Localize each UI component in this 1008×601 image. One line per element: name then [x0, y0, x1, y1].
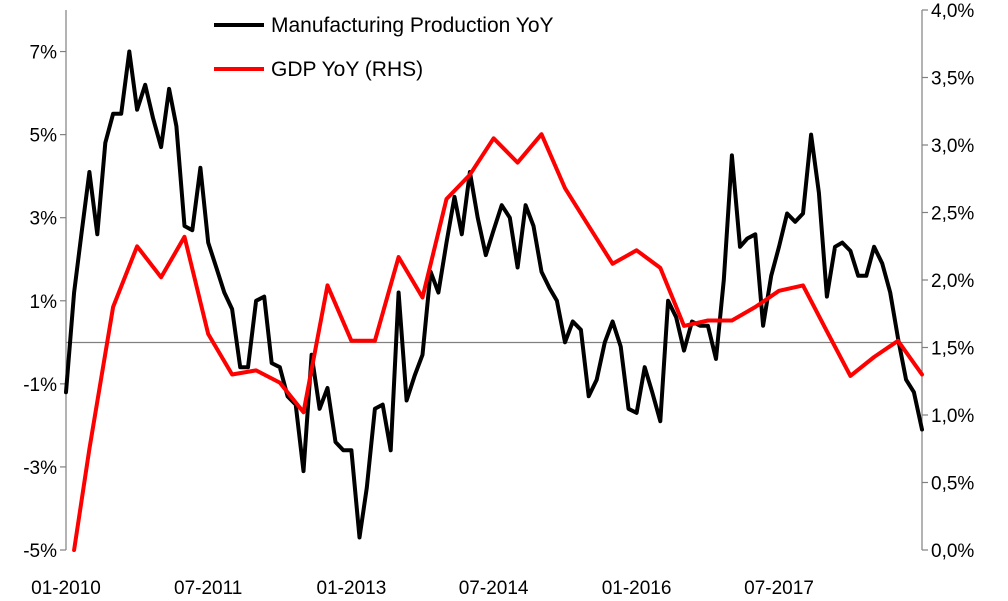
- right-axis-ticks: 0,0% 0,5% 1,0% 1,5% 2,0% 2,5% 3,0% 3,5% 4,0%: [922, 1, 974, 562]
- left-axis-ticks: 7% 5% 3% 1% -1% -3% -5%: [23, 43, 66, 562]
- right-tick-label: 2,5%: [931, 204, 974, 225]
- series-layer: [64, 49, 924, 552]
- right-tick-label: 3,5%: [931, 69, 974, 90]
- series-line-gdp: [72, 132, 924, 552]
- series-line-manufacturing-production: [64, 49, 924, 540]
- left-tick-label: -3%: [23, 458, 57, 479]
- left-tick-label: 1%: [30, 292, 58, 313]
- left-tick-label: -1%: [23, 375, 57, 396]
- right-tick-label: 1,0%: [931, 406, 974, 427]
- left-tick-label: 3%: [30, 209, 58, 230]
- x-tick-label: 01-2010: [31, 578, 101, 599]
- x-tick-label: 07-2014: [459, 578, 529, 599]
- x-tick-label: 07-2011: [174, 578, 242, 599]
- legend-label-manufacturing: Manufacturing Production YoY: [271, 14, 554, 37]
- right-tick-label: 0,5%: [931, 474, 974, 495]
- left-tick-label: 7%: [30, 43, 58, 64]
- right-tick-label: 2,0%: [931, 271, 974, 292]
- x-tick-label: 07-2017: [744, 578, 814, 599]
- legend: Manufacturing Production YoY GDP YoY (RH…: [214, 14, 554, 81]
- left-tick-label: 5%: [30, 126, 58, 147]
- right-tick-label: 3,0%: [931, 136, 974, 157]
- right-tick-label: 0,0%: [931, 541, 974, 562]
- x-tick-label: 01-2016: [602, 578, 672, 599]
- x-tick-label: 01-2013: [317, 578, 387, 599]
- right-tick-label: 1,5%: [931, 339, 974, 360]
- right-tick-label: 4,0%: [931, 1, 974, 22]
- left-tick-label: -5%: [23, 541, 57, 562]
- legend-label-gdp: GDP YoY (RHS): [271, 58, 423, 81]
- x-axis-ticks: 01-2010 07-2011 01-2013 07-2014 01-2016 07-20…: [31, 578, 814, 599]
